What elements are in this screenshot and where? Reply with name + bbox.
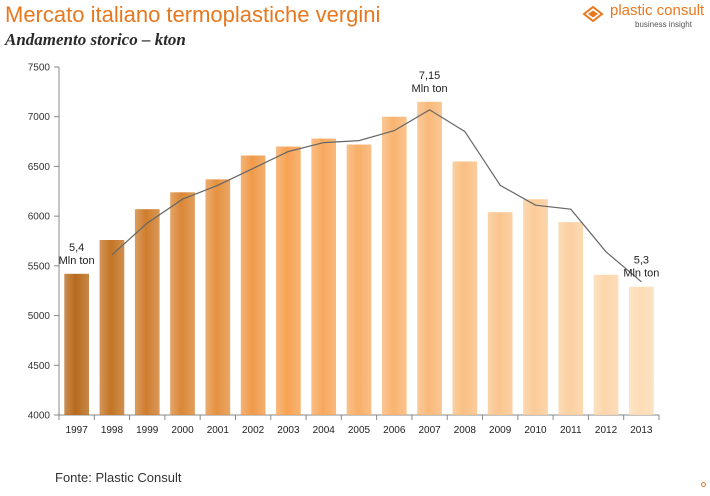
chart-subtitle: Andamento storico – kton [5, 30, 186, 49]
y-tick-label: 7000 [28, 112, 51, 123]
y-tick-label: 6500 [28, 162, 51, 173]
x-tick-label: 2009 [489, 425, 512, 436]
bar-2008 [452, 161, 478, 415]
annotation-line: Mln ton [412, 83, 448, 95]
y-tick-label: 4500 [28, 361, 51, 372]
bar-1997 [64, 273, 89, 415]
y-tick-label: 5500 [28, 261, 51, 272]
bar-2010 [523, 199, 548, 415]
x-tick-label: 2012 [595, 425, 618, 436]
annotation-line: 7,15 [419, 70, 440, 82]
logo-tagline: business insight [635, 20, 692, 29]
bar-2003 [276, 146, 301, 415]
trend-line [111, 109, 642, 283]
x-tick-label: 2000 [171, 425, 194, 436]
logo-name: plastic consult [610, 2, 705, 19]
company-logo: plastic consult business insight [582, 2, 705, 29]
y-tick-label: 7500 [28, 63, 51, 74]
x-tick-label: 2010 [524, 425, 547, 436]
plastic-consult-logo-icon [582, 6, 604, 22]
x-tick-label: 2013 [630, 425, 653, 436]
bar-2013 [629, 286, 654, 415]
chart-canvas: 4000 4500 5000 5500 6000 6500 7000 7500 1997 1998… [28, 63, 660, 436]
x-tick-label: 2002 [242, 425, 265, 436]
y-tick-label: 6000 [28, 212, 51, 223]
x-tick-label: 1997 [66, 425, 89, 436]
bar-2007 [417, 101, 442, 416]
x-tick-label: 2001 [207, 425, 230, 436]
bar-2004 [311, 138, 337, 415]
chart-trend [111, 109, 642, 283]
bar-1998 [99, 240, 125, 415]
annotation-line: 5,4 [69, 242, 84, 254]
chart-title: Mercato italiano termoplastiche vergini [5, 2, 381, 27]
bar-2011 [558, 222, 584, 415]
y-tick-label: 4000 [28, 411, 51, 422]
bar-2000 [170, 192, 195, 415]
annotation-line: Mln ton [59, 255, 95, 267]
annotation-line: Mln ton [623, 268, 659, 280]
x-tick-label: 2005 [348, 425, 371, 436]
corner-dot-icon [701, 482, 706, 487]
bar-2005 [346, 144, 372, 415]
x-tick-label: 2004 [313, 425, 336, 436]
bar-1999 [134, 209, 160, 415]
bar-2001 [205, 179, 231, 415]
bar-2012 [593, 274, 619, 415]
bar-2002 [240, 155, 266, 415]
x-tick-label: 2008 [454, 425, 477, 436]
bar-2006 [381, 116, 407, 415]
x-tick-label: 2003 [277, 425, 300, 436]
annotation-line: 5,3 [634, 255, 649, 267]
chart-bars [64, 101, 654, 416]
chart-axes: 4000 4500 5000 5500 6000 6500 7000 7500 1997 1998… [28, 63, 660, 436]
bar-chart: 4000 4500 5000 5500 6000 6500 7000 7500 1997 1998… [0, 55, 710, 450]
bar-2009 [487, 212, 513, 415]
x-tick-label: 2007 [418, 425, 441, 436]
y-tick-label: 5000 [28, 311, 51, 322]
x-tick-label: 1998 [101, 425, 124, 436]
x-tick-label: 1999 [136, 425, 159, 436]
x-tick-label: 2006 [383, 425, 406, 436]
source-note: Fonte: Plastic Consult [55, 470, 182, 485]
x-tick-label: 2011 [560, 425, 582, 436]
